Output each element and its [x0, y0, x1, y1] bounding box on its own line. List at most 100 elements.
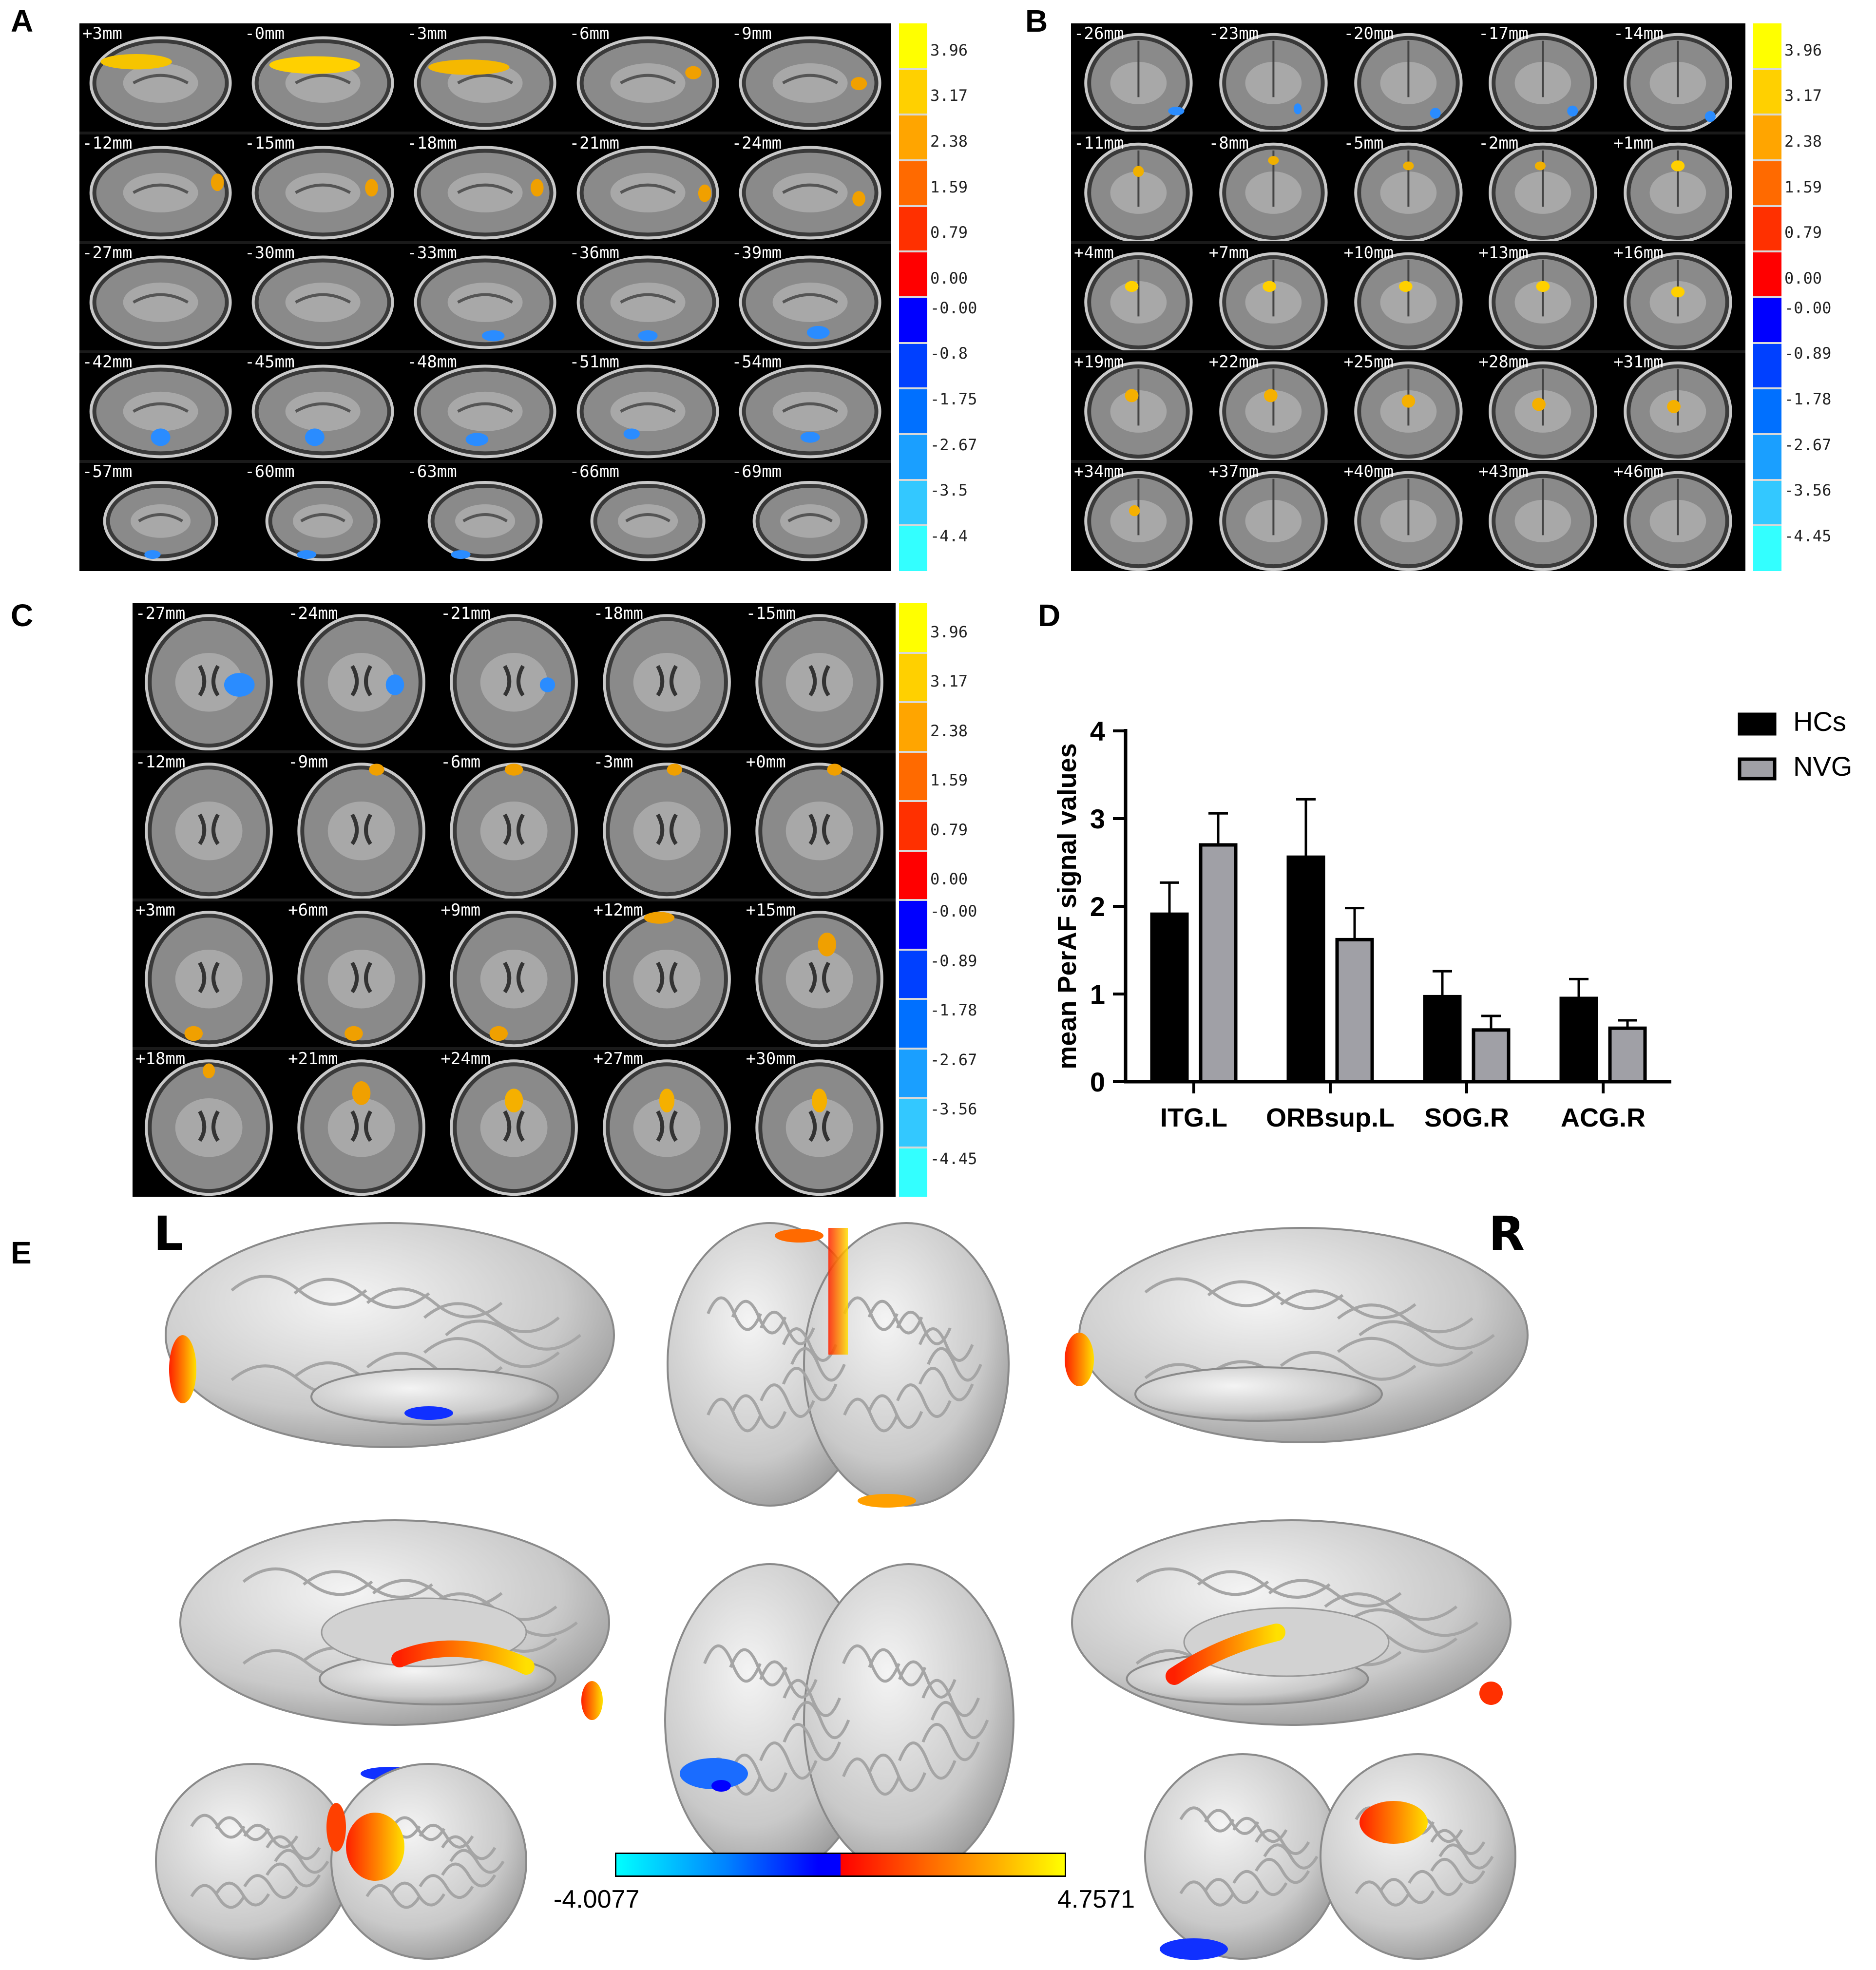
slice-position-label: -9mm — [731, 24, 772, 43]
colorbar-segment — [899, 160, 927, 206]
colorbar-value: -0.89 — [930, 951, 977, 970]
white-matter — [448, 282, 523, 322]
slice-cell: -18mm — [404, 133, 566, 243]
corpus-callosum — [787, 513, 833, 523]
slice-cell: +21mm — [285, 1049, 438, 1197]
corpus-callosum — [457, 74, 514, 85]
ventricles — [198, 1110, 220, 1142]
corpus-callosum — [619, 183, 676, 194]
row-divider — [1071, 350, 1745, 354]
slice-cell: +31mm — [1610, 352, 1745, 462]
white-matter — [772, 172, 848, 212]
white-matter — [785, 949, 853, 1009]
brain-slice-image — [752, 481, 868, 562]
white-matter — [772, 392, 848, 432]
colorbar-segment — [899, 1098, 927, 1148]
slice-cell: -48mm — [404, 352, 566, 461]
colorbar-value: 1.59 — [1784, 177, 1822, 196]
activation-cluster — [1293, 103, 1302, 115]
sulcus-line — [243, 1823, 299, 1849]
sulcus-line — [760, 1311, 815, 1345]
colorbar-value: 3.17 — [930, 672, 968, 691]
row-divider — [133, 899, 896, 901]
y-tick-label: 2 — [1090, 891, 1105, 922]
panel-label-c: C — [11, 598, 34, 633]
slice-position-label: -20mm — [1343, 24, 1394, 43]
slice-position-label: +6mm — [288, 900, 328, 920]
white-matter — [285, 172, 361, 212]
hot-cluster — [1359, 1801, 1428, 1844]
colorbar-segment — [1753, 297, 1781, 343]
slice-position-label: -27mm — [135, 604, 186, 623]
slice-position-label: +27mm — [593, 1049, 643, 1069]
brain-slice-image — [145, 911, 273, 1048]
white-matter — [448, 172, 523, 212]
ventricles — [808, 961, 830, 994]
brain-slice-image — [145, 614, 273, 751]
corpus-callosum — [457, 293, 514, 304]
y-tick-label: 0 — [1090, 1067, 1105, 1097]
activation-cluster — [385, 674, 404, 695]
slice-position-label: -54mm — [731, 352, 782, 372]
slice-cell: -5mm — [1341, 133, 1476, 243]
corpus-callosum — [133, 293, 189, 304]
slice-position-label: +31mm — [1613, 352, 1664, 372]
white-matter — [633, 801, 701, 861]
activation-cluster — [345, 1026, 363, 1041]
sulcus-line — [1207, 1280, 1344, 1310]
brain-slice-image — [1489, 471, 1597, 571]
row-divider — [79, 350, 891, 354]
bar-nvg — [1608, 1026, 1647, 1084]
activation-cluster — [305, 428, 325, 446]
sulcus-line — [1268, 1579, 1402, 1607]
brain-slice-image — [739, 364, 881, 459]
activation-cluster — [1263, 281, 1276, 292]
colorbar-segment — [1753, 479, 1781, 526]
sulcus-line — [390, 1816, 446, 1841]
slice-cell: +9mm — [438, 900, 590, 1049]
sulcus-line — [868, 1648, 927, 1687]
colorbar-tick — [899, 651, 927, 654]
slice-position-label: +3mm — [82, 24, 122, 43]
brain-slice-image — [297, 1059, 426, 1196]
white-matter — [633, 1098, 701, 1157]
white-matter — [785, 652, 853, 712]
slice-position-label: -48mm — [407, 352, 457, 372]
white-matter — [285, 392, 361, 432]
activation-cluster — [1402, 161, 1414, 171]
colorbar-tick — [899, 899, 927, 901]
activation-cluster — [100, 54, 172, 70]
cold-cluster — [404, 1406, 453, 1420]
legend-swatch — [1738, 712, 1777, 736]
slice-cell: +30mm — [743, 1049, 896, 1197]
white-matter — [610, 392, 686, 432]
sulcus-line — [1337, 1337, 1474, 1367]
brain-slice-image — [450, 614, 578, 751]
bar-hcs — [1559, 996, 1598, 1084]
sulcus-line — [1408, 1870, 1463, 1896]
sulcus-line — [1255, 1829, 1310, 1855]
brain-slice-image — [89, 255, 232, 349]
colorbar-segment — [899, 251, 927, 297]
sulcus-line — [921, 1679, 980, 1718]
colorbar-tick — [1753, 296, 1781, 298]
slice-cell: +7mm — [1206, 243, 1341, 352]
colorbar-value: -2.67 — [930, 1050, 977, 1069]
activation-cluster — [269, 56, 361, 74]
slice-cell: -21mm — [567, 133, 729, 243]
brain-slice-image — [755, 762, 883, 899]
colorbar-tick — [899, 250, 927, 253]
ventricles — [503, 813, 525, 845]
cold-cluster — [680, 1758, 748, 1789]
slice-cell: -9mm — [729, 23, 891, 133]
sulcus-line — [243, 1874, 299, 1899]
sulcus-line — [729, 1753, 788, 1792]
colorbar-value: -4.4 — [930, 527, 968, 546]
sulcus-line — [867, 1394, 923, 1429]
corpus-callosum — [133, 74, 189, 85]
slice-cell: -69mm — [729, 461, 891, 571]
ventricles — [808, 813, 830, 845]
colorbar-segment — [899, 434, 927, 480]
activation-cluster — [466, 433, 489, 446]
brain-slice-image — [103, 481, 218, 562]
